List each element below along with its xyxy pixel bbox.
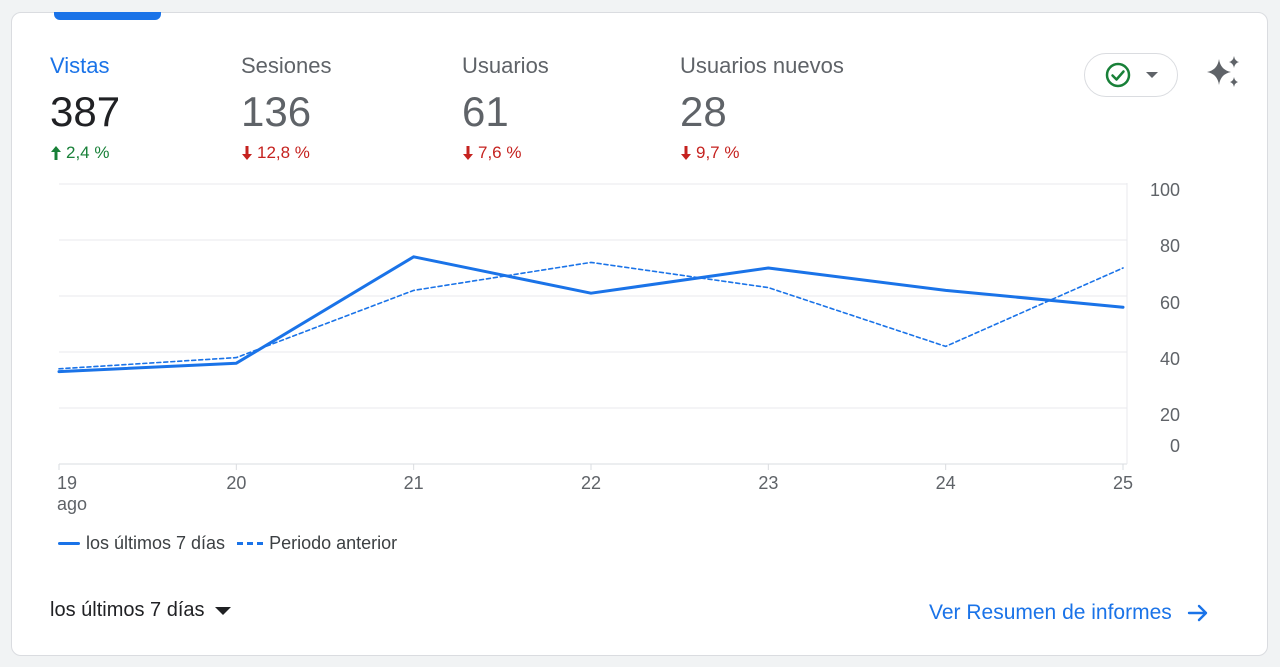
check-circle-icon	[1105, 62, 1131, 88]
y-tick-label: 100	[1150, 180, 1180, 200]
metric-usuarios[interactable]: Usuarios 61 7,6 %	[462, 53, 549, 163]
metric-change-value: 7,6 %	[478, 143, 522, 162]
caret-down-icon	[1146, 72, 1158, 78]
metric-label: Usuarios nuevos	[680, 53, 844, 78]
arrow-down-icon	[463, 146, 473, 160]
metric-value: 387	[50, 88, 121, 135]
metric-change: 2,4 %	[50, 143, 120, 163]
active-tab-indicator	[54, 12, 161, 20]
metric-change-value: 2,4 %	[66, 143, 110, 162]
legend-item-current: los últimos 7 días	[58, 533, 225, 554]
x-tick-label: 23	[758, 473, 778, 493]
metric-change-value: 12,8 %	[257, 143, 310, 162]
arrow-down-icon	[681, 146, 691, 160]
metric-label: Usuarios	[462, 53, 549, 78]
metric-label: Sesiones	[241, 53, 332, 78]
legend-dashed-swatch	[237, 542, 264, 545]
x-tick-label: 24	[936, 473, 956, 493]
view-reports-link[interactable]: Ver Resumen de informes	[929, 601, 1210, 625]
legend-item-previous: Periodo anterior	[237, 533, 397, 554]
legend-label-previous: Periodo anterior	[269, 533, 398, 553]
arrow-down-icon	[242, 146, 252, 160]
x-tick-label: 20	[226, 473, 246, 493]
overview-card: Vistas 387 2,4 % Sesiones 136 12,8 % Usu…	[11, 12, 1268, 656]
view-reports-label: Ver Resumen de informes	[929, 601, 1172, 624]
metric-value: 136	[241, 88, 312, 135]
comparison-dropdown-button[interactable]	[1084, 53, 1178, 97]
x-tick-label: 25	[1113, 473, 1133, 493]
x-tick-label: 19	[57, 473, 77, 493]
y-tick-label: 60	[1160, 293, 1180, 313]
date-range-dropdown[interactable]: los últimos 7 días	[50, 599, 231, 622]
chart-legend: los últimos 7 días Periodo anterior	[58, 533, 409, 554]
metric-change: 9,7 %	[680, 143, 844, 163]
y-tick-label: 40	[1160, 349, 1180, 369]
metric-usuarios-nuevos[interactable]: Usuarios nuevos 28 9,7 %	[680, 53, 844, 163]
metric-change: 12,8 %	[241, 143, 332, 163]
legend-solid-swatch	[58, 542, 80, 545]
arrow-up-icon	[51, 146, 61, 160]
metric-vistas[interactable]: Vistas 387 2,4 %	[50, 53, 120, 163]
metric-value: 28	[680, 88, 727, 135]
metric-change: 7,6 %	[462, 143, 549, 163]
date-range-label: los últimos 7 días	[50, 599, 205, 621]
metric-change-value: 9,7 %	[696, 143, 740, 162]
x-tick-label: 22	[581, 473, 601, 493]
metric-sesiones[interactable]: Sesiones 136 12,8 %	[241, 53, 332, 163]
x-tick-label: ago	[57, 494, 87, 514]
legend-label-current: los últimos 7 días	[86, 533, 226, 553]
arrow-right-icon	[1187, 604, 1207, 622]
caret-down-icon	[214, 606, 231, 615]
metric-value: 61	[462, 88, 509, 135]
series-line-current	[57, 255, 1125, 374]
metric-label: Vistas	[50, 53, 110, 78]
y-tick-label: 80	[1160, 236, 1180, 256]
sparkle-icon[interactable]	[1204, 53, 1244, 93]
x-tick-label: 21	[404, 473, 424, 493]
y-tick-label: 20	[1160, 405, 1180, 425]
series-line-previous	[58, 261, 1124, 370]
y-tick-label: 0	[1170, 436, 1180, 456]
